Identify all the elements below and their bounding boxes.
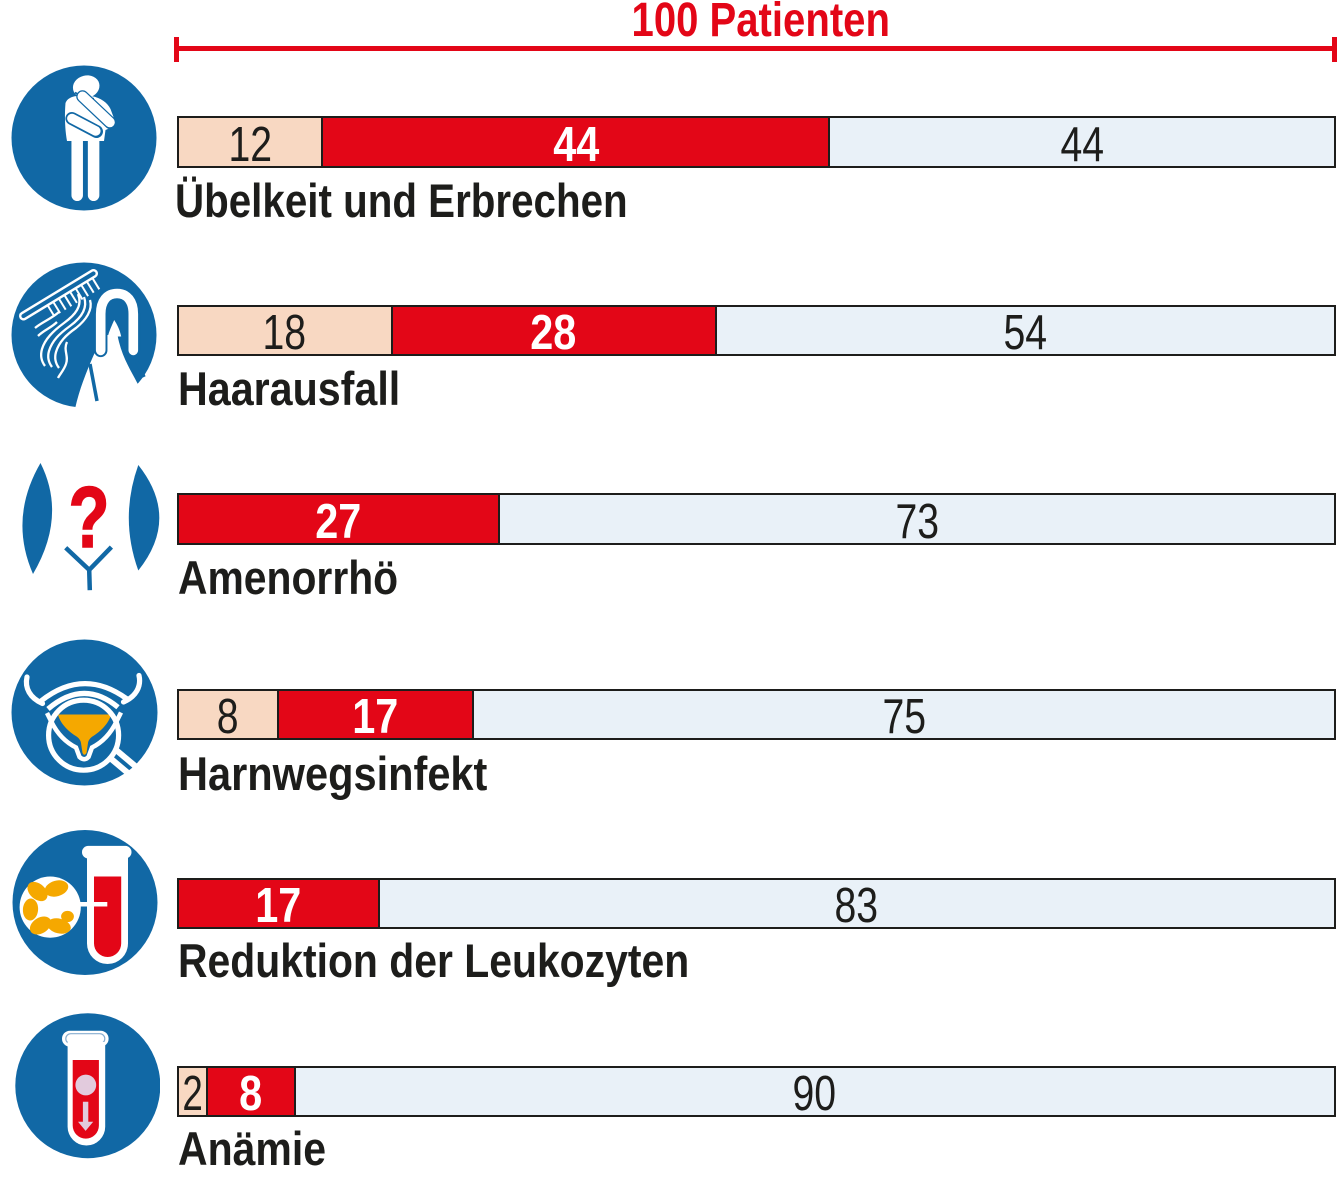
svg-text:?: ?: [69, 470, 110, 566]
